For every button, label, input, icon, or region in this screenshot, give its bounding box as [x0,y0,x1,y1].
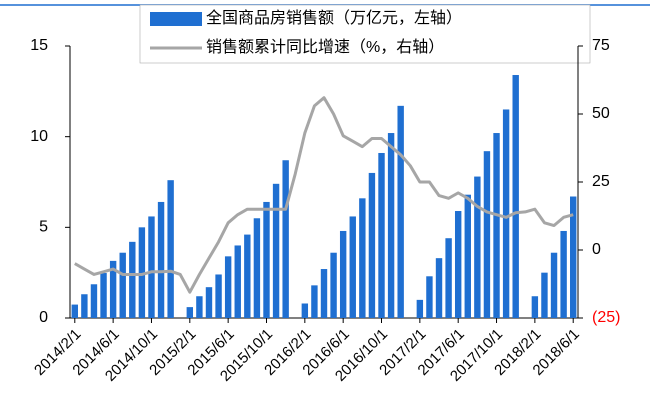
bar [387,133,395,318]
y-tick-label: 10 [30,128,48,145]
y2-tick-label: (25) [592,309,620,326]
bar [282,160,289,318]
y-tick-label: 5 [39,219,48,236]
bar [531,296,539,318]
bar [483,151,491,318]
bar [224,256,232,318]
bar [129,241,136,318]
bar [560,230,567,318]
bar [339,230,347,318]
bar [464,194,471,318]
bar [196,296,203,318]
legend-label: 销售额累计同比增速（%，右轴） [206,38,444,56]
bar [234,245,241,318]
bar [119,252,126,318]
bar [81,294,88,318]
y2-tick-label: 50 [592,105,610,122]
bar [90,284,98,318]
legend-swatch [150,12,202,26]
bar [320,269,328,318]
bar [550,252,558,318]
bar [512,75,519,318]
bar [244,234,251,318]
legend-label: 全国商品房销售额（万亿元，左轴） [206,9,462,27]
bar [215,274,222,318]
bar [493,133,500,318]
bar [330,252,337,318]
bar [109,260,117,318]
bar [311,285,318,318]
bar [148,216,155,318]
bar [186,307,194,318]
bar [570,196,577,318]
bar [349,216,356,318]
line [74,96,574,294]
bar [541,272,548,318]
bar [397,105,404,318]
bar [445,238,452,318]
bar [426,276,433,318]
bar [502,109,510,318]
y2-tick-label: 0 [592,241,601,258]
bar [474,176,481,318]
bar [359,198,366,318]
bar [454,211,462,318]
bar [157,201,165,318]
bar [71,304,78,318]
bar [435,258,443,318]
y2-tick-label: 75 [592,37,610,54]
legend-frame [139,4,591,64]
bar [272,183,280,318]
y-tick-label: 0 [39,309,48,326]
bar [263,201,270,318]
bar [167,180,174,318]
legend: 全国商品房销售额（万亿元，左轴） 销售额累计同比增速（%，右轴） [139,4,591,64]
y2-tick-label: 25 [592,173,610,190]
bar [253,218,261,318]
bar [368,172,376,318]
bar [138,227,146,318]
bar [301,303,309,318]
bar [378,152,385,318]
bar [416,299,424,318]
bar [205,287,213,318]
y-tick-label: 15 [30,37,48,54]
bar [100,273,107,318]
